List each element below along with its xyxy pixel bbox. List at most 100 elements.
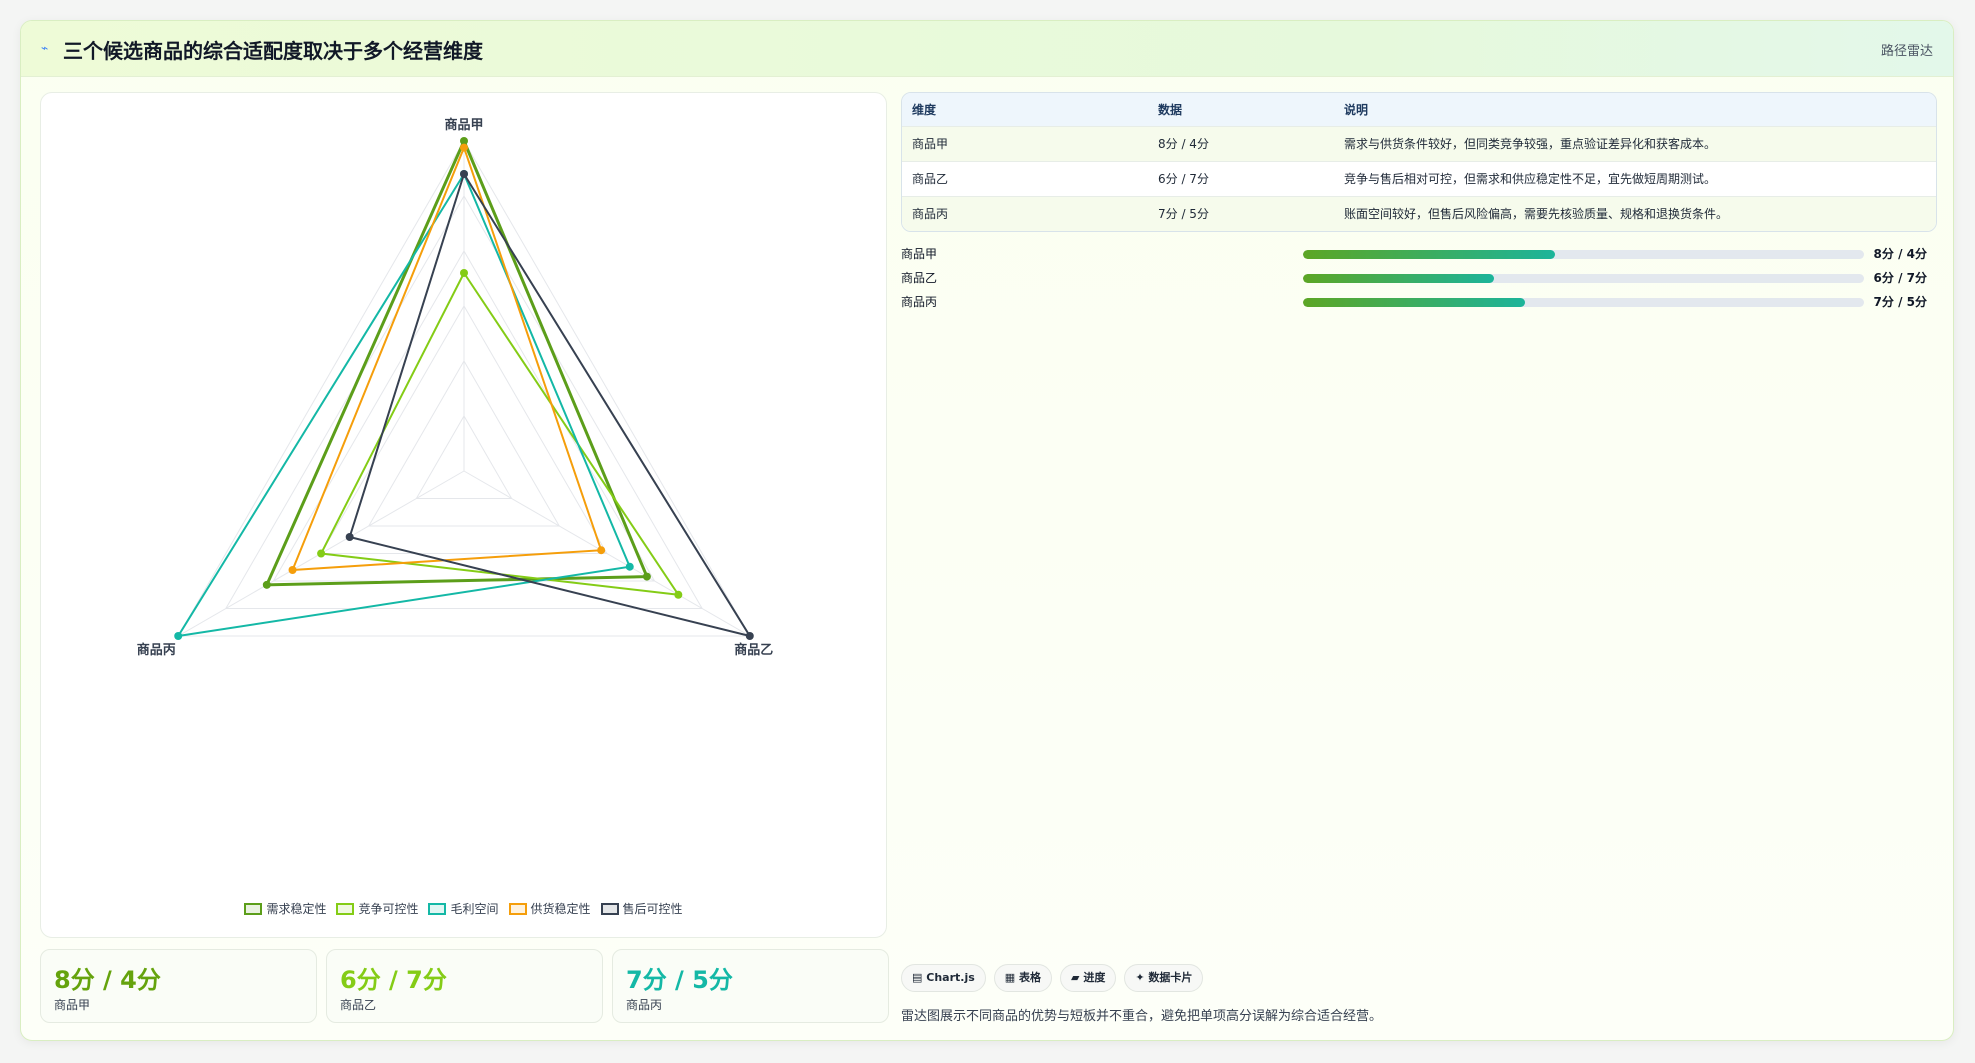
data-point bbox=[345, 533, 354, 541]
legend-swatch bbox=[428, 902, 447, 915]
stat-value: 7分 / 5分 bbox=[626, 966, 733, 994]
chip-table[interactable]: ▦ 表格 bbox=[993, 964, 1053, 992]
table-cell: 商品丙 bbox=[902, 195, 1148, 231]
card-icon: ✦ bbox=[1135, 971, 1145, 984]
progress-fill bbox=[1303, 250, 1556, 259]
stat-label: 商品丙 bbox=[626, 998, 663, 1012]
chip-chartjs[interactable]: ▤ Chart.js bbox=[901, 964, 986, 992]
legend-item[interactable]: 供货稳定性 bbox=[508, 900, 591, 917]
stat-card-a: 8分 / 4分 商品甲 bbox=[40, 949, 317, 1023]
legend-swatch bbox=[508, 902, 527, 915]
card-header: ⌁ 三个候选商品的综合适配度取决于多个经营维度 路径雷达 bbox=[21, 21, 1953, 77]
chip-data-card[interactable]: ✦ 数据卡片 bbox=[1124, 964, 1204, 992]
progress-label: 商品丙 bbox=[901, 295, 938, 309]
legend-label: 需求稳定性 bbox=[266, 902, 327, 916]
grid-ring bbox=[320, 304, 608, 554]
data-point bbox=[460, 170, 468, 178]
legend-swatch bbox=[336, 902, 355, 915]
stat-label: 商品甲 bbox=[54, 998, 91, 1012]
grid-ring bbox=[367, 360, 561, 527]
grid-spoke bbox=[463, 470, 751, 637]
progress-value: 7分 / 5分 bbox=[1873, 295, 1927, 309]
feature-chips: ▤ Chart.js ▦ 表格 ▰ 进度 ✦ 数据卡片 bbox=[901, 964, 1204, 992]
page-title: 三个候选商品的综合适配度取决于多个经营维度 bbox=[63, 39, 483, 63]
chip-label: Chart.js bbox=[926, 971, 975, 984]
progress-track bbox=[1303, 274, 1864, 283]
table-cell: 需求与供货条件较好，但同类竞争较强，重点验证差异化和获客成本。 bbox=[1334, 125, 1936, 161]
data-point bbox=[460, 143, 468, 152]
progress-row: 商品丙 7分 / 5分 bbox=[901, 290, 1937, 314]
table-cell: 8分 / 4分 bbox=[1148, 125, 1334, 161]
stat-card-c: 7分 / 5分 商品丙 bbox=[612, 949, 889, 1023]
progress-fill bbox=[1303, 298, 1525, 307]
data-point bbox=[460, 269, 468, 277]
data-point bbox=[597, 546, 606, 555]
series-line bbox=[264, 137, 650, 587]
table-cell: 6分 / 7分 bbox=[1148, 160, 1334, 196]
stat-value: 6分 / 7分 bbox=[340, 966, 447, 994]
stat-card-b: 6分 / 7分 商品乙 bbox=[326, 949, 603, 1023]
chip-progress[interactable]: ▰ 进度 bbox=[1060, 964, 1117, 992]
series-line bbox=[348, 171, 752, 638]
legend-item[interactable]: 毛利空间 bbox=[428, 900, 499, 917]
chip-label: 进度 bbox=[1083, 971, 1106, 984]
chip-label: 表格 bbox=[1019, 971, 1042, 984]
legend-swatch bbox=[244, 902, 263, 915]
table-cell: 商品乙 bbox=[902, 160, 1148, 196]
progress-icon: ▰ bbox=[1071, 971, 1080, 984]
chart-line-icon: ⌁ bbox=[41, 41, 49, 55]
data-point bbox=[625, 562, 634, 571]
table-icon: ▦ bbox=[1004, 971, 1016, 984]
legend-item[interactable]: 需求稳定性 bbox=[244, 900, 326, 917]
progress-value: 6分 / 7分 bbox=[1873, 271, 1927, 285]
grid-ring bbox=[177, 140, 751, 637]
progress-list: 商品甲 8分 / 4分 商品乙 6分 / 7分 商品丙 7分 / 5分 bbox=[901, 242, 1937, 314]
series-line bbox=[176, 171, 632, 638]
chip-label: 数据卡片 bbox=[1148, 971, 1193, 984]
header-tag: 路径雷达 bbox=[1880, 44, 1933, 59]
axis-label: 商品乙 bbox=[734, 642, 773, 657]
data-point bbox=[642, 572, 651, 581]
data-point bbox=[317, 549, 326, 558]
table-cell: 账面空间较好，但售后风险偏高，需要先核验质量、规格和退换货条件。 bbox=[1334, 195, 1936, 231]
axis-label: 商品丙 bbox=[137, 642, 176, 657]
table-row: 商品甲 8分 / 4分 需求与供货条件较好，但同类竞争较强，重点验证差异化和获客… bbox=[902, 125, 1936, 161]
data-point bbox=[745, 632, 754, 640]
table-header: 说明 bbox=[1344, 102, 1369, 117]
data-point bbox=[174, 632, 183, 640]
stat-label: 商品乙 bbox=[340, 998, 377, 1012]
radar-chart-panel: 商品甲商品乙 商品丙 需求稳定性 竞争可控性 毛利空间 供货稳定性 售后可控性 bbox=[40, 92, 887, 938]
legend-item[interactable]: 售后可控性 bbox=[600, 900, 683, 917]
progress-track bbox=[1303, 298, 1864, 307]
chart-icon: ▤ bbox=[912, 971, 923, 984]
legend-label: 毛利空间 bbox=[450, 902, 499, 916]
axis-label: 商品甲 bbox=[444, 117, 483, 132]
grid-ring bbox=[415, 415, 513, 499]
table-header-row: 维度 数据 说明 bbox=[902, 93, 1936, 126]
legend-label: 竞争可控性 bbox=[358, 902, 419, 916]
table-row: 商品乙 6分 / 7分 竞争与售后相对可控，但需求和供应稳定性不足，宜先做短周期… bbox=[902, 160, 1936, 196]
table-header: 维度 bbox=[912, 102, 937, 117]
table-cell: 7分 / 5分 bbox=[1148, 195, 1334, 231]
progress-label: 商品甲 bbox=[901, 247, 938, 261]
progress-fill bbox=[1303, 274, 1494, 283]
legend-item[interactable]: 竞争可控性 bbox=[336, 900, 418, 917]
data-table: 维度 数据 说明 商品甲 8分 / 4分 需求与供货条件较好，但同类竞争较强，重… bbox=[901, 92, 1937, 232]
data-point bbox=[288, 566, 297, 574]
grid-ring bbox=[224, 194, 704, 609]
progress-value: 8分 / 4分 bbox=[1873, 247, 1927, 261]
progress-row: 商品乙 6分 / 7分 bbox=[901, 266, 1937, 290]
stat-value: 8分 / 4分 bbox=[54, 966, 161, 994]
progress-track bbox=[1303, 250, 1864, 259]
table-header: 数据 bbox=[1158, 102, 1183, 117]
chart-legend: 需求稳定性 竞争可控性 毛利空间 供货稳定性 售后可控性 bbox=[41, 900, 886, 917]
legend-label: 供货稳定性 bbox=[530, 902, 591, 916]
report-card: ⌁ 三个候选商品的综合适配度取决于多个经营维度 路径雷达 商品甲 商品乙 商品丙 需… bbox=[20, 20, 1954, 1041]
table-cell: 商品甲 bbox=[902, 125, 1148, 161]
table-cell: 竞争与售后相对可控，但需求和供应稳定性不足，宜先做短周期测试。 bbox=[1334, 160, 1936, 196]
data-point bbox=[460, 137, 468, 145]
data-point bbox=[262, 580, 271, 589]
legend-label: 售后可控性 bbox=[622, 902, 683, 916]
legend-swatch bbox=[600, 902, 619, 915]
